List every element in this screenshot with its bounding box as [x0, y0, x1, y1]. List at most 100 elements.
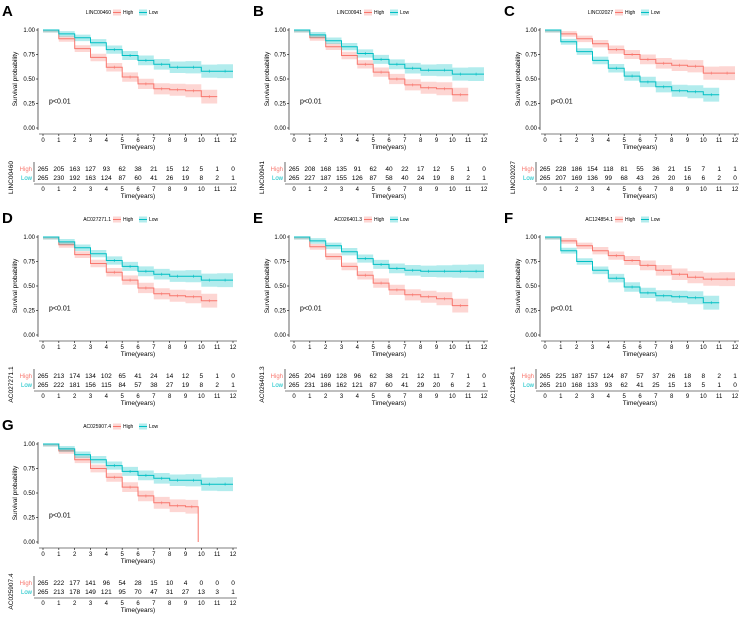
x-tick-label: 12: [230, 552, 237, 558]
risk-x-axis-title: Time(years): [623, 400, 657, 407]
legend: AC124854.1 High Low: [585, 216, 661, 223]
x-tick-label: 4: [607, 345, 611, 351]
x-tick-label: 9: [686, 138, 690, 144]
y-tick-label: 0.50: [525, 77, 537, 83]
risk-x-tick-label: 11: [465, 187, 472, 193]
risk-gene-label: AC026401.3: [259, 366, 266, 403]
risk-x-tick-label: 1: [559, 394, 563, 400]
x-tick-label: 5: [371, 345, 375, 351]
risk-count-low: 162: [336, 382, 347, 389]
legend-title: LINC02027: [588, 10, 614, 16]
band-low: [545, 30, 720, 102]
x-tick-label: 12: [732, 345, 739, 351]
risk-count-low: 133: [587, 382, 598, 389]
risk-count-high: 41: [134, 373, 142, 380]
risk-count-low: 1: [231, 175, 235, 182]
x-tick-label: 0: [543, 138, 547, 144]
risk-count-high: 38: [134, 166, 142, 173]
risk-x-tick-label: 1: [57, 394, 61, 400]
x-tick-label: 9: [686, 345, 690, 351]
risk-count-high: 57: [636, 373, 644, 380]
risk-x-tick-label: 7: [152, 601, 156, 607]
risk-row-label-high: High: [20, 581, 32, 587]
risk-count-high: 5: [200, 373, 204, 380]
legend-label-low: Low: [149, 424, 159, 430]
risk-row-label-high: High: [522, 374, 534, 380]
x-tick-label: 0: [543, 345, 547, 351]
risk-x-tick-label: 7: [403, 187, 407, 193]
y-tick-label: 0.25: [274, 309, 286, 315]
risk-x-tick-label: 8: [168, 187, 172, 193]
x-tick-label: 4: [356, 138, 360, 144]
risk-count-high: 225: [555, 373, 566, 380]
risk-x-tick-label: 6: [136, 601, 140, 607]
risk-count-high: 204: [304, 373, 315, 380]
x-axis-title: Time(years): [372, 351, 406, 358]
risk-count-high: 102: [101, 373, 112, 380]
risk-x-tick-label: 1: [57, 601, 61, 607]
curve-high: [545, 236, 735, 280]
x-tick-label: 10: [198, 552, 205, 558]
x-tick-label: 2: [73, 138, 77, 144]
legend-label-high: High: [374, 217, 385, 223]
risk-x-tick-label: 12: [230, 187, 237, 193]
y-tick-label: 0.50: [23, 77, 35, 83]
risk-x-tick-label: 9: [184, 394, 188, 400]
x-tick-label: 2: [73, 345, 77, 351]
risk-count-low: 40: [401, 175, 409, 182]
x-axis-title: Time(years): [121, 144, 155, 151]
x-tick-label: 7: [654, 138, 658, 144]
y-tick-label: 0.75: [23, 260, 35, 266]
x-tick-label: 4: [105, 138, 109, 144]
y-tick-label: 0.50: [274, 284, 286, 290]
risk-count-high: 154: [587, 166, 598, 173]
risk-count-high: 205: [53, 166, 64, 173]
risk-count-low: 155: [336, 175, 347, 182]
risk-count-low: 87: [370, 382, 378, 389]
risk-count-low: 24: [417, 175, 425, 182]
risk-x-tick-label: 12: [732, 187, 739, 193]
risk-x-tick-label: 9: [435, 394, 439, 400]
risk-count-high: 1: [733, 373, 737, 380]
risk-count-low: 227: [304, 175, 315, 182]
risk-count-high: 24: [150, 373, 158, 380]
risk-count-high: 134: [85, 373, 96, 380]
y-tick-label: 0.00: [23, 333, 35, 339]
risk-count-low: 230: [53, 175, 64, 182]
x-tick-label: 6: [387, 138, 391, 144]
risk-x-tick-label: 8: [670, 187, 674, 193]
risk-count-low: 181: [69, 382, 80, 389]
risk-count-low: 1: [482, 175, 486, 182]
x-tick-label: 10: [449, 138, 456, 144]
x-tick-label: 1: [57, 138, 61, 144]
risk-x-tick-label: 9: [184, 187, 188, 193]
panel-letter: D: [2, 210, 13, 227]
legend-title: AC124854.1: [585, 217, 613, 223]
panel-letter: E: [253, 210, 263, 227]
panel-c: C LINC02027 High Low Survival probability 0.0…: [504, 3, 739, 200]
band-high: [294, 30, 469, 102]
x-tick-label: 11: [214, 345, 221, 351]
y-tick-label: 0.25: [23, 102, 35, 108]
y-tick-label: 0.75: [525, 53, 537, 59]
y-tick-label: 0.00: [23, 126, 35, 132]
x-tick-label: 2: [73, 552, 77, 558]
risk-x-tick-label: 4: [356, 394, 360, 400]
x-tick-label: 5: [120, 552, 124, 558]
risk-count-high: 22: [401, 166, 409, 173]
risk-count-low: 8: [200, 382, 204, 389]
risk-count-high: 168: [320, 166, 331, 173]
risk-count-low: 5: [702, 382, 706, 389]
x-tick-label: 6: [638, 345, 642, 351]
x-tick-label: 4: [607, 138, 611, 144]
risk-count-low: 265: [540, 175, 551, 182]
risk-x-tick-label: 0: [41, 394, 45, 400]
x-tick-label: 8: [168, 345, 172, 351]
risk-x-tick-label: 4: [607, 394, 611, 400]
risk-count-low: 1: [231, 589, 235, 596]
x-tick-label: 1: [308, 138, 312, 144]
x-tick-label: 7: [152, 345, 156, 351]
y-tick-label: 0.00: [274, 126, 286, 132]
x-tick-label: 7: [403, 138, 407, 144]
